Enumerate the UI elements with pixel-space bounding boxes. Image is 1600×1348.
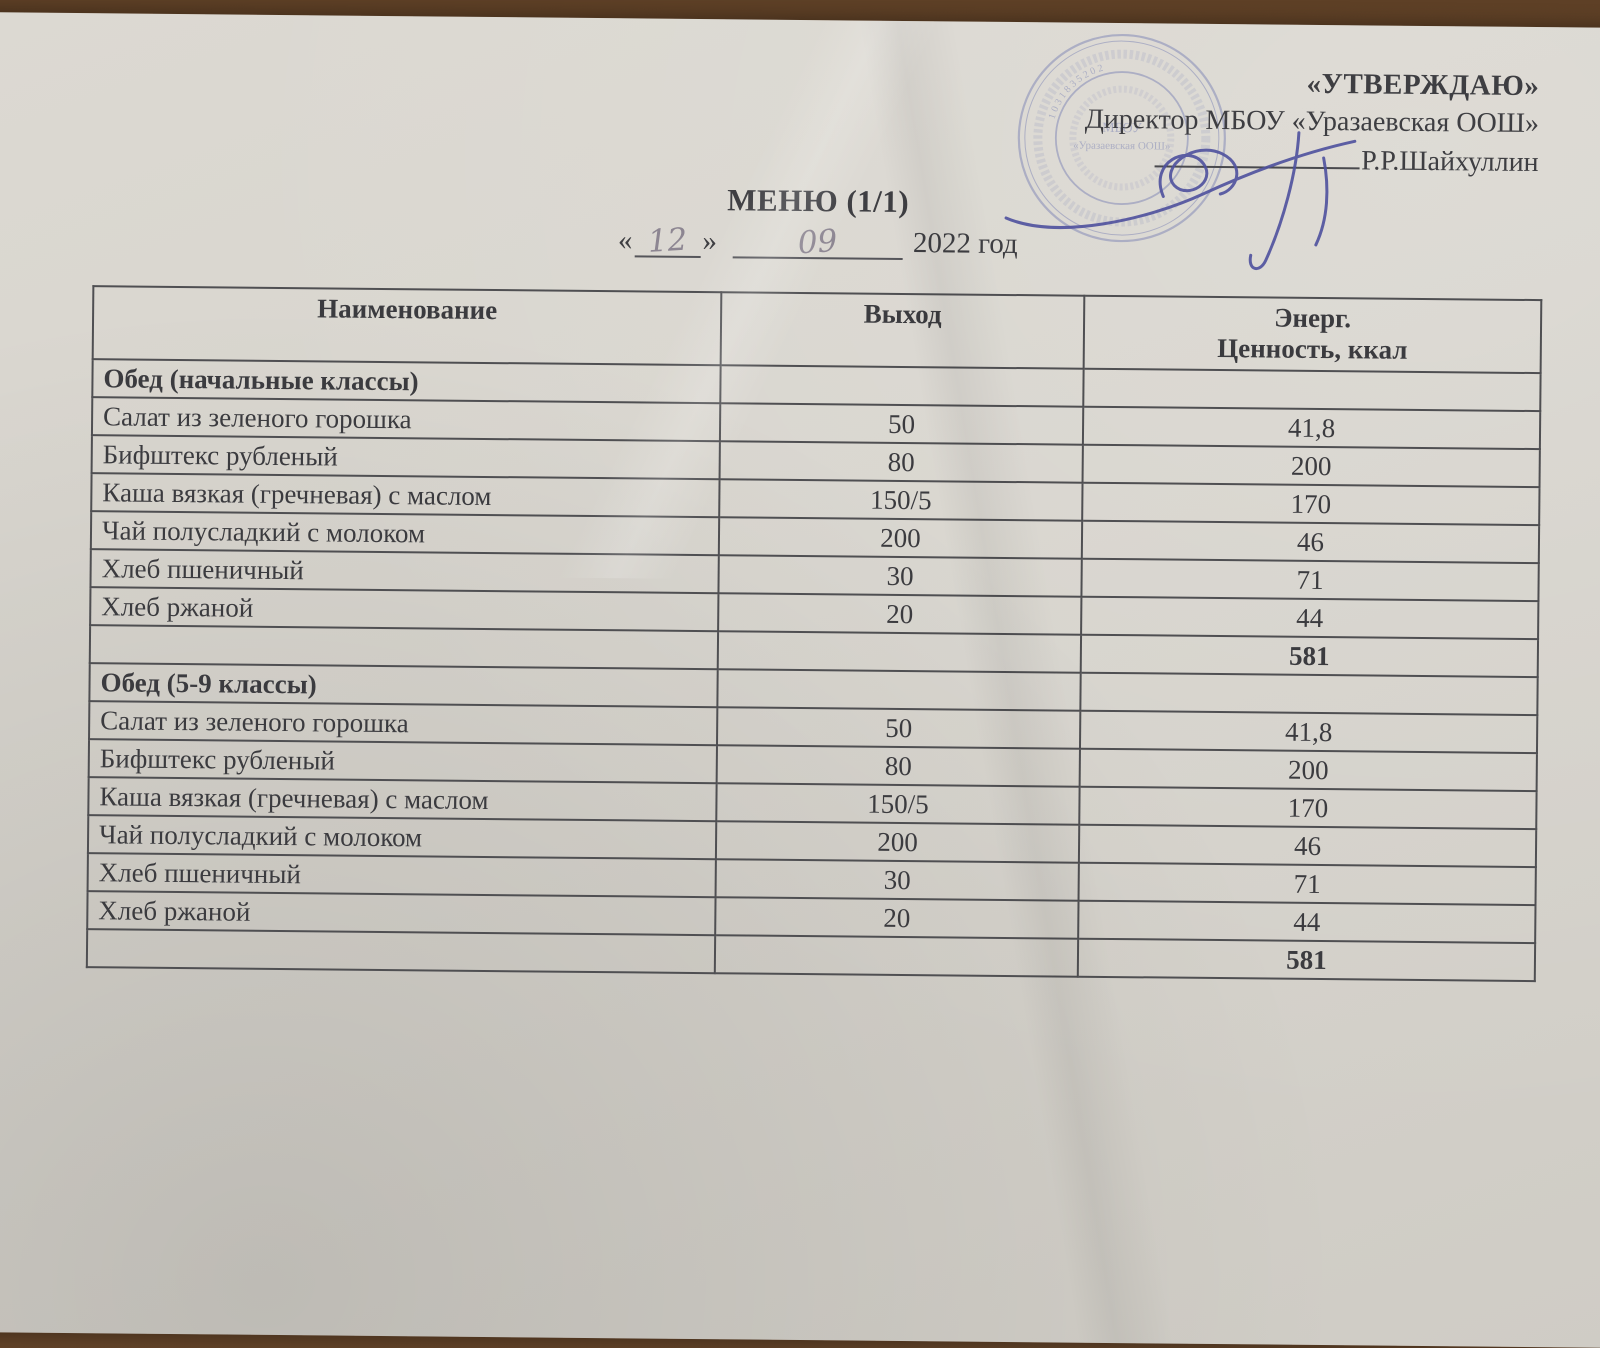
handwritten-day: 12 — [646, 221, 689, 260]
table-header-row: Наименование Выход Энерг. Ценность, ккал — [92, 286, 1542, 374]
cell-out: 80 — [716, 745, 1080, 787]
cell-name: Салат из зеленого горошка — [91, 397, 721, 442]
cell-out: 50 — [716, 707, 1081, 749]
header-name: Наименование — [92, 286, 722, 366]
cell-out: 20 — [715, 897, 1079, 939]
cell-name — [89, 625, 719, 670]
cell-kcal: 200 — [1082, 444, 1540, 488]
cell-out: 30 — [718, 555, 1082, 597]
header-kcal-line1: Энерг. — [1274, 302, 1352, 334]
paper-sheet: 1031835202 МБОУ «Уразаевская ООШ» «УТВЕР… — [0, 12, 1600, 1348]
cell-kcal: 71 — [1081, 558, 1539, 602]
cell-name: Каша вязкая (гречневая) с маслом — [91, 473, 720, 518]
cell-out — [714, 935, 1079, 977]
cell-out: 200 — [715, 821, 1080, 863]
cell-name: Бифштекс рубленый — [91, 435, 720, 480]
school-round-stamp-icon: 1031835202 МБОУ «Уразаевская ООШ» — [1017, 33, 1226, 243]
approve-label: «УТВЕРЖДАЮ» — [1306, 67, 1540, 103]
photographed-menu-document: { "approval": { "approve_label": "«УТВЕР… — [0, 0, 1600, 1200]
cell-kcal — [1080, 672, 1538, 716]
cell-name: Салат из зеленого горошка — [89, 701, 718, 746]
handwritten-month: 09 — [797, 222, 839, 262]
cell-kcal: 41,8 — [1082, 406, 1541, 450]
cell-out: 150/5 — [716, 783, 1080, 825]
date-close-quote: » — [702, 225, 718, 258]
stamp-org-abbr: МБОУ — [1102, 121, 1142, 136]
cell-name: Бифштекс рубленый — [88, 739, 717, 784]
cell-name: Обед (начальные классы) — [92, 359, 721, 404]
cell-out: 30 — [715, 859, 1079, 901]
header-kcal: Энерг. Ценность, ккал — [1083, 295, 1542, 374]
director-signature-icon — [1004, 131, 1357, 270]
cell-name: Каша вязкая (гречневая) с маслом — [88, 777, 717, 822]
date-year: 2022 год — [912, 227, 1018, 261]
cell-kcal — [1083, 368, 1541, 412]
cell-name: Хлеб пшеничный — [90, 549, 719, 594]
header-kcal-line2: Ценность, ккал — [1217, 332, 1408, 365]
menu-table: Наименование Выход Энерг. Ценность, ккал… — [86, 285, 1542, 982]
document-content: 1031835202 МБОУ «Уразаевская ООШ» «УТВЕР… — [0, 12, 1600, 1348]
cell-name: Хлеб ржаной — [90, 587, 719, 632]
header-out: Выход — [720, 292, 1085, 369]
cell-name: Чай полусладкий с молоком — [90, 511, 720, 556]
date-month-slot: 09 — [732, 222, 904, 262]
cell-kcal: 170 — [1079, 786, 1537, 830]
cell-kcal: 200 — [1079, 748, 1537, 792]
cell-out — [717, 631, 1082, 673]
cell-kcal: 46 — [1078, 824, 1537, 868]
cell-name: Хлеб ржаной — [87, 891, 716, 936]
cell-kcal: 44 — [1081, 596, 1539, 640]
cell-out: 50 — [719, 403, 1084, 445]
cell-name: Хлеб пшеничный — [87, 853, 716, 898]
date-day-slot: 12 — [634, 221, 701, 260]
cell-kcal: 41,8 — [1079, 710, 1538, 754]
cell-name: Обед (5-9 классы) — [89, 663, 718, 708]
cell-kcal: 581 — [1080, 634, 1539, 678]
cell-out — [717, 669, 1081, 711]
date-open-quote: « — [617, 224, 633, 257]
cell-kcal: 170 — [1082, 482, 1540, 526]
signature-name: Р.Р.Шайхуллин — [1361, 145, 1539, 179]
cell-out: 20 — [718, 593, 1082, 635]
cell-kcal: 71 — [1078, 862, 1536, 906]
cell-name: Чай полусладкий с молоком — [87, 815, 717, 860]
cell-out: 150/5 — [719, 479, 1083, 521]
cell-kcal: 46 — [1081, 520, 1540, 564]
cell-out: 80 — [719, 441, 1083, 483]
cell-kcal: 581 — [1077, 938, 1536, 982]
stamp-school-name: «Уразаевская ООШ» — [1073, 140, 1170, 153]
cell-name — [86, 929, 716, 974]
cell-out — [720, 365, 1084, 407]
cell-out: 200 — [718, 517, 1083, 559]
cell-kcal: 44 — [1078, 900, 1536, 944]
